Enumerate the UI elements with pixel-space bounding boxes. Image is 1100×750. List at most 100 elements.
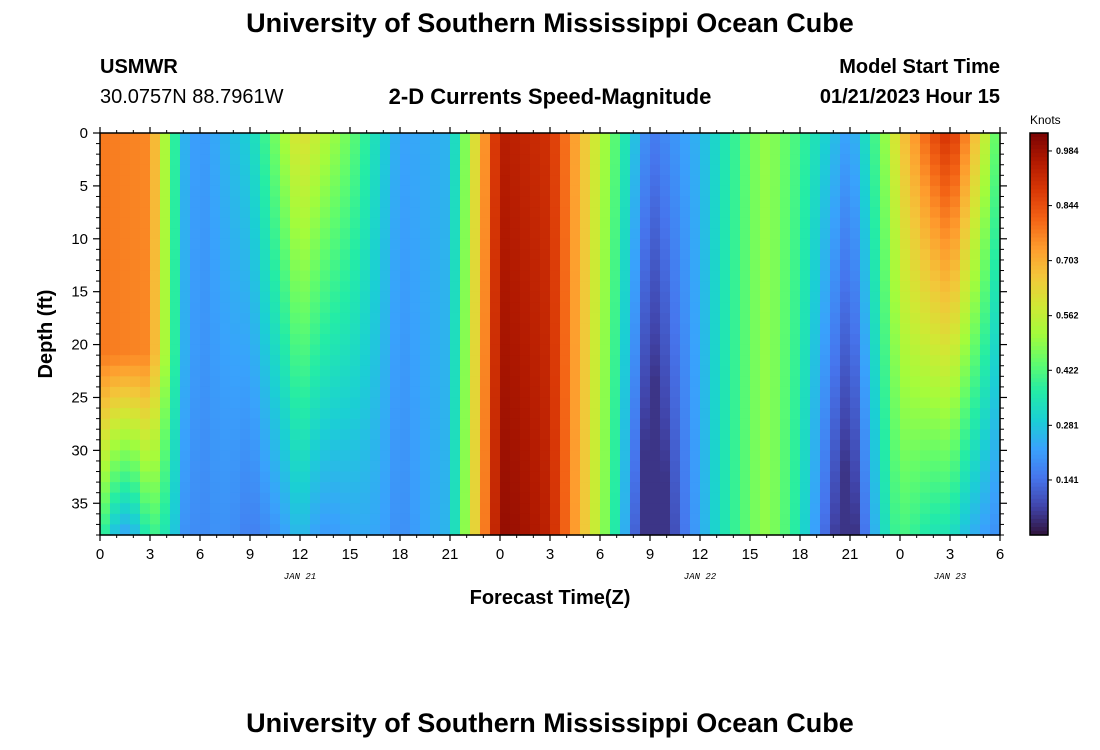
heatmap-cell: [500, 143, 511, 155]
heatmap-cell: [560, 344, 571, 356]
heatmap-cell: [680, 164, 691, 176]
heatmap-cell: [560, 217, 571, 229]
heatmap-cell: [820, 492, 831, 504]
heatmap-cell: [330, 270, 341, 282]
heatmap-cell: [500, 281, 511, 293]
heatmap-cell: [470, 334, 481, 346]
heatmap-cell: [520, 196, 531, 208]
heatmap-cell: [130, 259, 141, 272]
heatmap-cell: [800, 175, 811, 187]
heatmap-cell: [630, 503, 641, 515]
heatmap-cell: [340, 164, 351, 176]
heatmap-cell: [710, 143, 721, 155]
heatmap-cell: [800, 185, 811, 198]
heatmap-cell: [840, 281, 851, 293]
heatmap-cell: [190, 503, 201, 515]
heatmap-cell: [530, 133, 541, 145]
heatmap-cell: [880, 503, 891, 515]
heatmap-cell: [120, 143, 131, 155]
heatmap-cell: [600, 513, 611, 526]
heatmap-cell: [640, 334, 651, 346]
heatmap-cell: [140, 492, 151, 504]
heatmap-cell: [130, 429, 141, 441]
heatmap-cell: [280, 175, 291, 187]
heatmap-cell: [320, 185, 331, 198]
heatmap-cell: [730, 249, 741, 261]
heatmap-cell: [240, 217, 251, 229]
heatmap-cell: [860, 524, 871, 536]
heatmap-cell: [170, 143, 181, 155]
heatmap-cell: [200, 408, 211, 420]
heatmap-cell: [460, 471, 471, 483]
heatmap-cell: [880, 154, 891, 166]
heatmap-cell: [830, 291, 841, 303]
heatmap-cell: [180, 154, 191, 166]
heatmap-cell: [680, 312, 691, 325]
heatmap-cell: [920, 344, 931, 356]
heatmap-cell: [820, 524, 831, 536]
heatmap-cell: [330, 418, 341, 430]
heatmap-cell: [720, 312, 731, 325]
heatmap-cell: [170, 133, 181, 145]
heatmap-cell: [350, 238, 361, 250]
heatmap-cell: [590, 492, 601, 504]
heatmap-cell: [920, 249, 931, 261]
heatmap-cell: [680, 439, 691, 451]
heatmap-cell: [900, 334, 911, 346]
heatmap-cell: [830, 217, 841, 229]
heatmap-cell: [740, 471, 751, 483]
colorbar-segment: [1030, 281, 1048, 287]
heatmap-cell: [140, 513, 151, 526]
heatmap-cell: [310, 492, 321, 504]
heatmap-cell: [450, 524, 461, 536]
heatmap-cell: [100, 397, 111, 409]
heatmap-cell: [610, 344, 621, 356]
heatmap-cell: [950, 397, 961, 409]
heatmap-cell: [270, 344, 281, 356]
y-tick-label: 30: [71, 442, 88, 459]
heatmap-cell: [900, 238, 911, 250]
heatmap-cell: [300, 408, 311, 420]
heatmap-cell: [470, 450, 481, 462]
heatmap-cell: [610, 334, 621, 346]
heatmap-cell: [830, 386, 841, 399]
heatmap-cell: [900, 471, 911, 483]
heatmap-cell: [200, 386, 211, 399]
heatmap-cell: [940, 386, 951, 399]
heatmap-cell: [290, 386, 301, 399]
heatmap-cell: [770, 312, 781, 325]
heatmap-cell: [740, 503, 751, 515]
heatmap-cell: [660, 439, 671, 451]
heatmap-cell: [170, 196, 181, 208]
heatmap-cell: [300, 365, 311, 377]
heatmap-cell: [180, 397, 191, 409]
heatmap-cell: [920, 376, 931, 388]
heatmap-cell: [710, 418, 721, 430]
heatmap-cell: [100, 460, 111, 473]
heatmap-cell: [280, 355, 291, 367]
heatmap-cell: [390, 291, 401, 303]
heatmap-cell: [820, 207, 831, 219]
heatmap-cell: [270, 228, 281, 240]
heatmap-cell: [140, 503, 151, 515]
heatmap-cell: [370, 450, 381, 462]
colorbar-tick-label: 0.562: [1056, 311, 1079, 321]
heatmap-cell: [210, 334, 221, 346]
heatmap-cell: [610, 355, 621, 367]
heatmap-cell: [610, 386, 621, 399]
heatmap-cell: [820, 344, 831, 356]
heatmap-cell: [760, 376, 771, 388]
heatmap-cell: [960, 397, 971, 409]
heatmap-cell: [830, 207, 841, 219]
heatmap-cell: [940, 175, 951, 187]
heatmap-cell: [400, 503, 411, 515]
heatmap-cell: [750, 259, 761, 272]
heatmap-cell: [220, 185, 231, 198]
heatmap-cell: [280, 207, 291, 219]
colorbar-segment: [1030, 289, 1048, 295]
heatmap-cell: [800, 503, 811, 515]
heatmap-cell: [710, 503, 721, 515]
heatmap-cell: [360, 302, 371, 314]
colorbar-segment: [1030, 245, 1048, 251]
heatmap-cell: [230, 355, 241, 367]
